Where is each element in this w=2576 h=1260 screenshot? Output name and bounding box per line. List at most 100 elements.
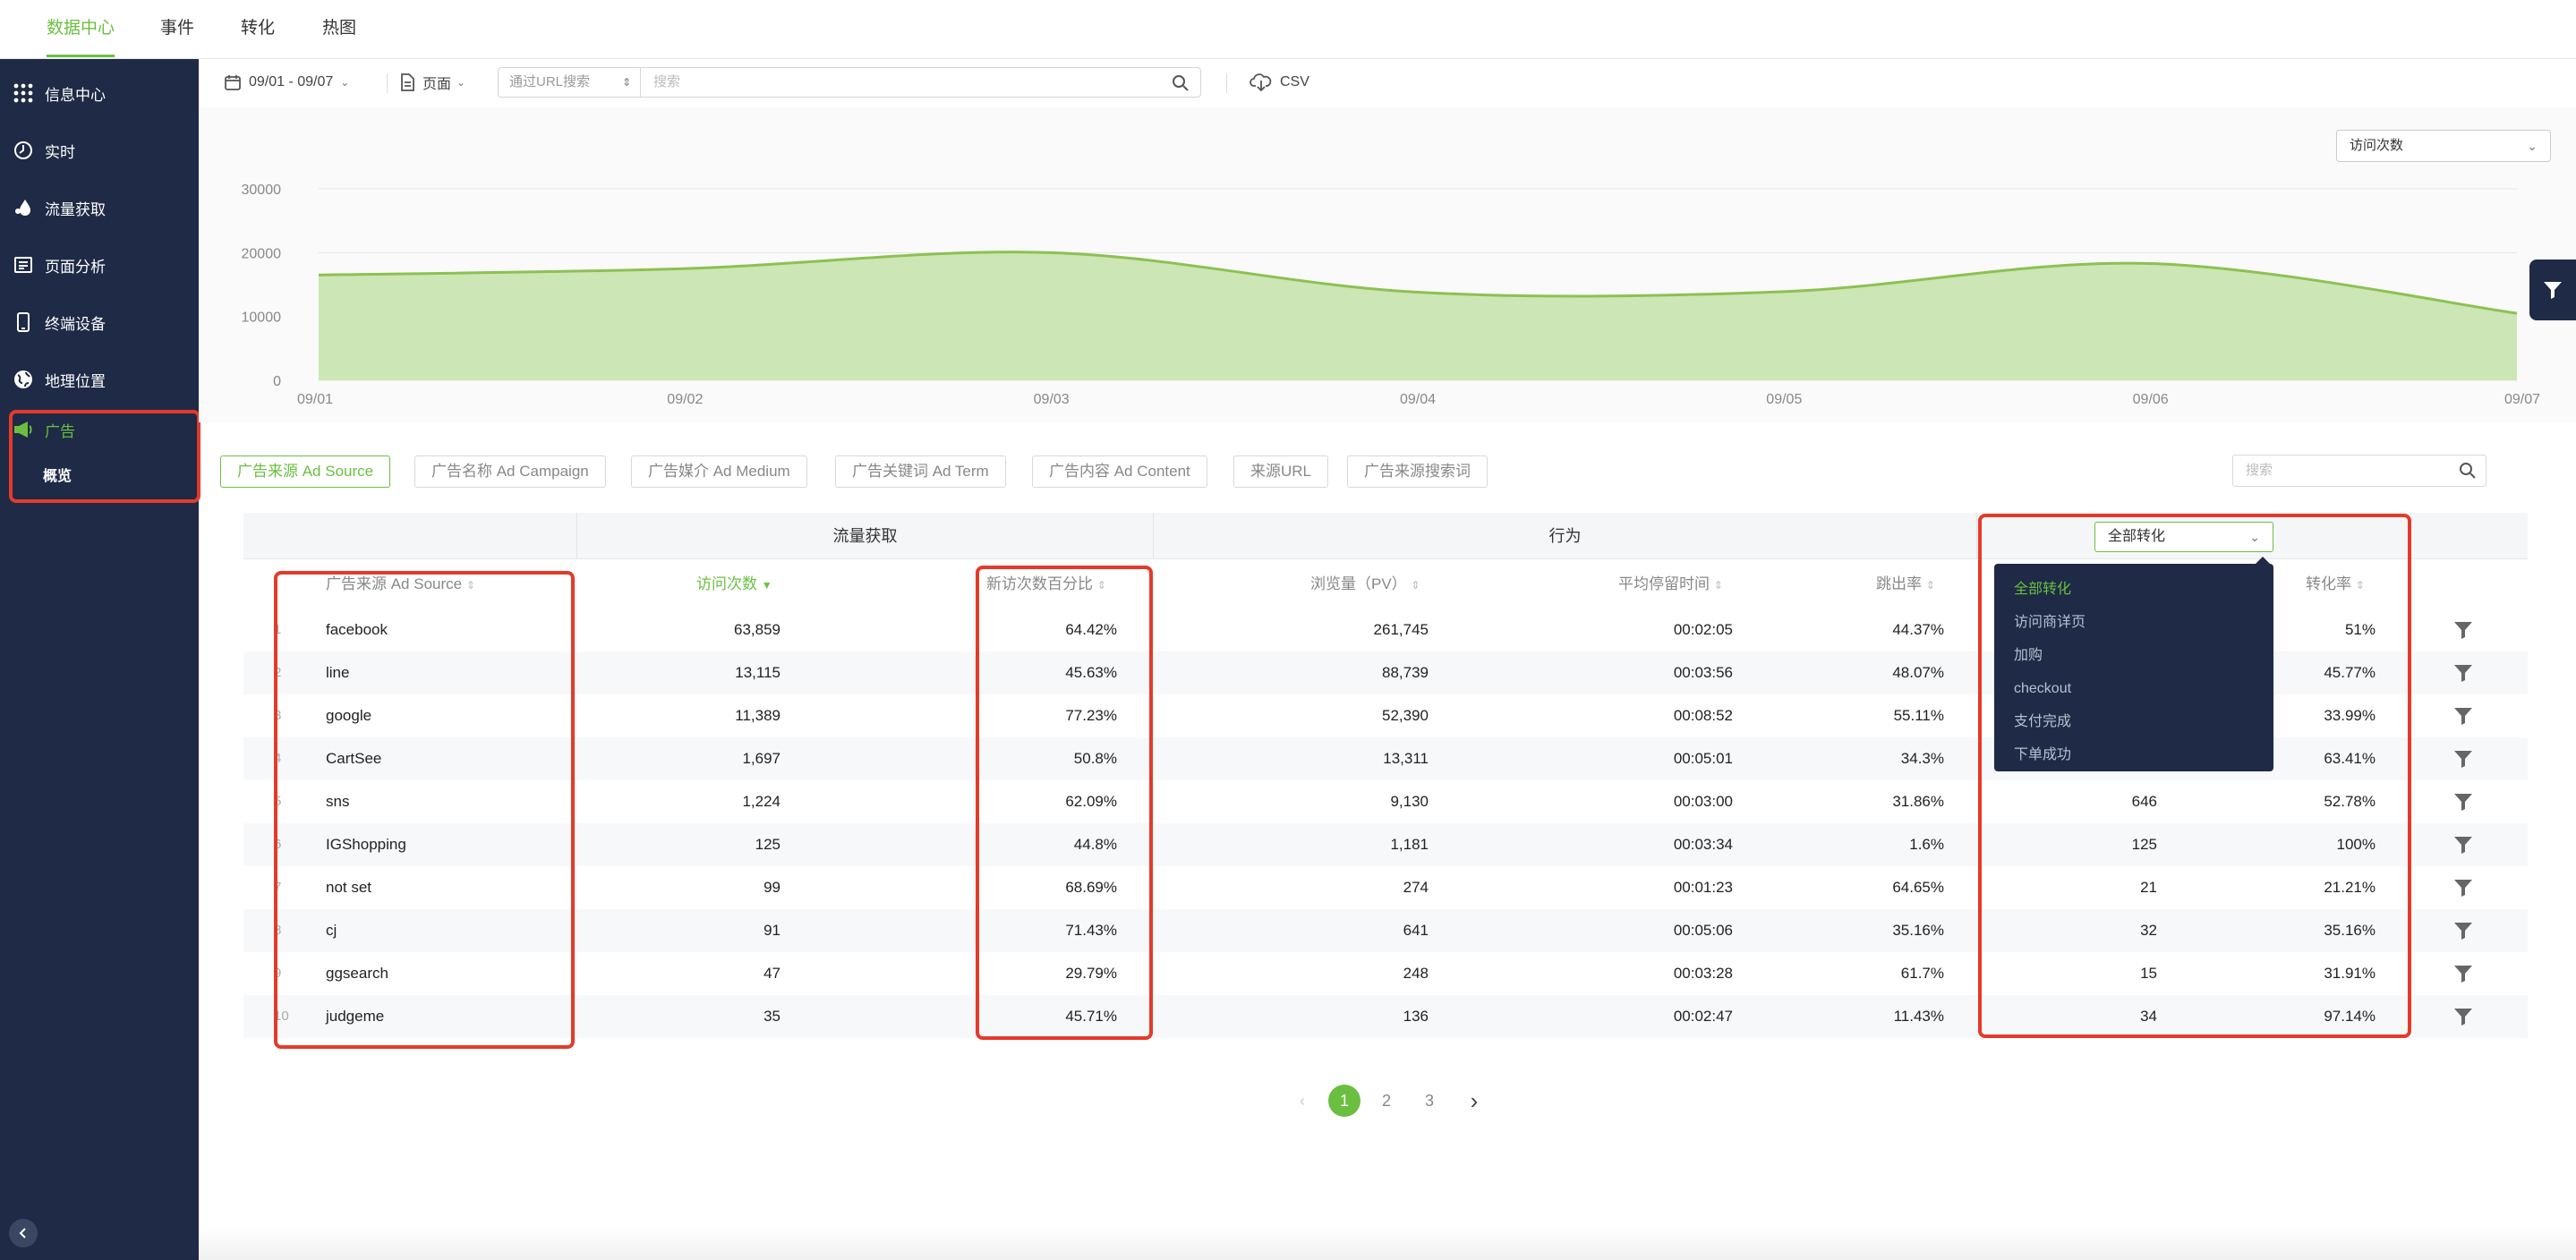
row-bounce: 44.37% xyxy=(1892,621,1944,638)
row-new-visit-pct: 44.8% xyxy=(1073,836,1117,853)
row-bounce: 1.6% xyxy=(1909,836,1944,853)
next-page-button[interactable]: › xyxy=(1470,1087,1479,1114)
sidebar-sub-overview[interactable]: 概览 xyxy=(43,469,73,484)
conversion-option[interactable]: 访问商详页 xyxy=(2014,615,2086,630)
page-button-1[interactable]: 1 xyxy=(1328,1085,1361,1117)
col-head-bounce[interactable]: 跳出率 ⇕ xyxy=(1876,562,1935,607)
row-index: 1 xyxy=(274,622,282,637)
sidebar-item-ads[interactable]: 广告 xyxy=(0,404,199,455)
metric-select[interactable]: 访问次数 ⌄ xyxy=(2336,130,2551,162)
sidebar-item-devices[interactable]: 终端设备 xyxy=(0,297,199,347)
table-row[interactable]: 5 sns 1,224 62.09% 9,130 00:03:00 31.86% 646 52.… xyxy=(243,780,2528,823)
chip-ad-campaign[interactable]: 广告名称 Ad Campaign xyxy=(414,455,606,488)
table-row[interactable]: 10 judgeme 35 45.71% 136 00:02:47 11.43% 34 97.1… xyxy=(243,995,2528,1038)
conversion-option[interactable]: checkout xyxy=(2014,681,2072,696)
conversion-option[interactable]: 下单成功 xyxy=(2014,747,2072,762)
table-row[interactable]: 3 google 11,389 77.23% 52,390 00:08:52 55.11% 3… xyxy=(243,694,2528,737)
col-head-source[interactable]: 广告来源 Ad Source ⇕ xyxy=(326,562,475,607)
filter-icon[interactable] xyxy=(2452,963,2474,989)
col-head-visits[interactable]: 访问次数 ▼ xyxy=(696,562,772,607)
filter-icon[interactable] xyxy=(2452,920,2474,946)
conversion-dropdown: 全部转化 访问商详页 加购 checkout 支付完成 下单成功 xyxy=(1994,557,2273,771)
sidebar-item-realtime[interactable]: 实时 xyxy=(0,125,199,175)
col-head-new-visit-pct[interactable]: 新访次数百分比 ⇕ xyxy=(986,562,1106,607)
row-avg-time: 00:08:52 xyxy=(1673,707,1733,724)
table-row[interactable]: 7 not set 99 68.69% 274 00:01:23 64.65% 21 21.21… xyxy=(243,866,2528,909)
row-conv-rate: 35.16% xyxy=(2324,922,2376,939)
conversion-select[interactable]: 全部转化 ⌄ xyxy=(2094,522,2273,552)
col-head-pv[interactable]: 浏览量（PV） ⇕ xyxy=(1310,562,1420,607)
csv-label: CSV xyxy=(1280,74,1309,89)
prev-page-button[interactable]: ‹ xyxy=(1300,1092,1305,1110)
table-row[interactable]: 9 ggsearch 47 29.79% 248 00:03:28 61.7% 15 31.91… xyxy=(243,952,2528,995)
row-source: judgeme xyxy=(326,1008,385,1025)
conversion-select-value: 全部转化 xyxy=(2108,529,2166,544)
conversion-option[interactable]: 全部转化 xyxy=(2014,582,2072,597)
filter-icon[interactable] xyxy=(2452,705,2474,731)
filter-icon[interactable] xyxy=(2452,834,2474,860)
filter-icon xyxy=(2542,279,2563,301)
filter-icon[interactable] xyxy=(2452,662,2474,688)
col-head-label: 浏览量（PV） xyxy=(1310,575,1407,592)
sidebar-item-traffic[interactable]: 流量获取 xyxy=(0,183,199,233)
col-head-avg-time[interactable]: 平均停留时间 ⇕ xyxy=(1618,562,1723,607)
conversion-option[interactable]: 加购 xyxy=(2014,648,2043,663)
row-avg-time: 00:03:56 xyxy=(1673,664,1733,681)
chevron-down-icon: ⌄ xyxy=(2527,139,2538,153)
side-filter-button[interactable] xyxy=(2529,260,2576,320)
row-visits: 91 xyxy=(763,922,780,939)
row-conv-rate: 31.91% xyxy=(2324,965,2376,982)
x-tick-label: 09/03 xyxy=(1034,392,1070,407)
tab-heatmap[interactable]: 热图 xyxy=(322,19,357,38)
row-bounce: 64.65% xyxy=(1892,879,1944,896)
filter-icon[interactable] xyxy=(2452,877,2474,903)
divider xyxy=(387,73,388,93)
csv-export-button[interactable]: CSV xyxy=(1250,67,1309,98)
sort-icon: ⇕ xyxy=(1411,579,1420,592)
search-icon[interactable] xyxy=(2459,462,2477,480)
col-head-conv-rate[interactable]: 转化率 ⇕ xyxy=(2306,562,2365,607)
metric-select-value: 访问次数 xyxy=(2350,138,2404,153)
sort-icon: ⇕ xyxy=(1713,579,1723,592)
table-row[interactable]: 8 cj 91 71.43% 641 00:05:06 35.16% 32 35.16% xyxy=(243,909,2528,952)
tab-data-center[interactable]: 数据中心 xyxy=(47,0,115,57)
filter-icon[interactable] xyxy=(2452,1006,2474,1032)
page-button-3[interactable]: 3 xyxy=(1424,1092,1434,1110)
search-icon[interactable] xyxy=(1172,74,1190,92)
filter-icon[interactable] xyxy=(2452,619,2474,645)
row-new-visit-pct: 45.63% xyxy=(1065,664,1117,681)
table-row[interactable]: 6 IGShopping 125 44.8% 1,181 00:03:34 1.6% 125 1… xyxy=(243,823,2528,866)
table-search-input[interactable]: 搜索 xyxy=(2232,455,2486,487)
table-search-placeholder: 搜索 xyxy=(2246,463,2273,478)
row-source: line xyxy=(326,664,350,681)
chip-ad-source[interactable]: 广告来源 Ad Source xyxy=(220,455,391,488)
sort-icon: ⇕ xyxy=(2355,579,2365,592)
page-button-2[interactable]: 2 xyxy=(1381,1092,1391,1110)
filter-icon[interactable] xyxy=(2452,791,2474,817)
x-tick-label: 09/01 xyxy=(297,392,333,407)
page-select[interactable]: 页面 ⌄ xyxy=(399,67,465,98)
chip-ad-content[interactable]: 广告内容 Ad Content xyxy=(1032,455,1207,488)
filter-icon[interactable] xyxy=(2452,748,2474,774)
chip-ad-medium[interactable]: 广告媒介 Ad Medium xyxy=(631,455,807,488)
collapse-sidebar-button[interactable] xyxy=(9,1219,38,1247)
sidebar-item-label: 页面分析 xyxy=(45,258,106,276)
megaphone-icon xyxy=(13,419,34,440)
chip-ad-term[interactable]: 广告关键词 Ad Term xyxy=(835,455,1006,488)
tab-events[interactable]: 事件 xyxy=(160,19,195,38)
sidebar-item-page-analysis[interactable]: 页面分析 xyxy=(0,240,199,290)
sidebar-item-info-center[interactable]: 信息中心 xyxy=(0,68,199,118)
tab-conversion[interactable]: 转化 xyxy=(241,19,276,38)
table-row[interactable]: 1 facebook 63,859 64.42% 261,745 00:02:05 44.3… xyxy=(243,609,2528,651)
sidebar-item-geo[interactable]: 地理位置 xyxy=(0,354,199,404)
conversion-option[interactable]: 支付完成 xyxy=(2014,714,2072,729)
chip-source-url[interactable]: 来源URL xyxy=(1233,455,1329,488)
row-pv: 136 xyxy=(1403,1008,1429,1025)
date-range-picker[interactable]: 09/01 - 09/07 ⌄ xyxy=(224,67,349,98)
row-visits: 125 xyxy=(755,836,780,853)
sidebar-item-label: 实时 xyxy=(45,143,75,161)
chip-ad-search-term[interactable]: 广告来源搜索词 xyxy=(1347,455,1488,488)
url-search-select[interactable]: 通过URL搜索 ⇕ xyxy=(498,67,641,98)
calendar-icon xyxy=(224,73,242,91)
url-search-input[interactable]: 搜索 xyxy=(641,67,1201,98)
